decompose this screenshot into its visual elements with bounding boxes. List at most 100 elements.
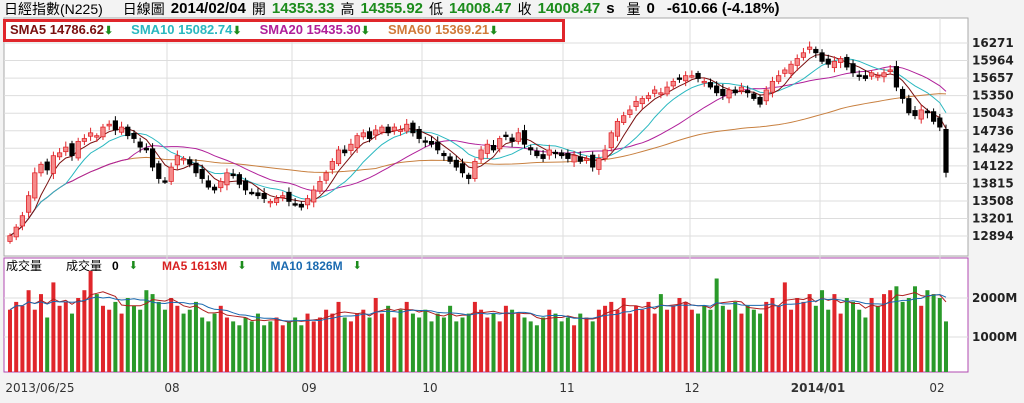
volume-bar	[187, 309, 192, 372]
candle-body	[751, 93, 757, 99]
candle-body	[745, 90, 751, 94]
candle-body	[261, 193, 267, 199]
candle-body	[552, 151, 559, 155]
volume-bar	[596, 309, 601, 372]
volume-tick-label: 1000M	[972, 330, 1017, 344]
volume-bar	[200, 317, 205, 372]
quote-header: 日經指數(N225) 日線圖 2014/02/04 開 14353.33 高 143…	[4, 0, 779, 18]
low-value: 14008.47	[449, 0, 512, 17]
volume-bar	[801, 301, 806, 372]
volume-bar	[745, 305, 750, 372]
index-name: 日經指數(N225)	[4, 1, 103, 17]
open-label: 開	[251, 1, 266, 17]
volume-bar	[255, 313, 260, 372]
candle-body	[596, 158, 602, 170]
candle-body	[100, 126, 106, 138]
candle-body	[565, 152, 571, 159]
volume-bar	[590, 321, 595, 372]
volume-bar	[813, 305, 818, 372]
candle-body	[218, 180, 224, 189]
volume-bar	[392, 317, 397, 372]
quote-date: 2014/02/04	[170, 0, 246, 17]
volume-bar	[795, 298, 800, 372]
candle-body	[56, 152, 63, 158]
volume-bar	[299, 325, 304, 372]
sma5-line	[9, 53, 947, 237]
candle-body	[639, 98, 645, 105]
volume-bar	[919, 305, 924, 372]
volume-bar	[559, 321, 564, 372]
sma20-legend: SMA20 15435.30⬇	[259, 22, 370, 37]
volume-bar	[652, 313, 657, 372]
x-tick-label: 10	[422, 381, 437, 395]
volume-bar	[789, 309, 794, 372]
candle-body	[794, 58, 800, 66]
candle-body	[342, 149, 348, 154]
x-tick-label: 02	[929, 381, 944, 395]
candle-body	[924, 110, 931, 114]
candle-body	[44, 161, 50, 171]
volume-bar	[206, 321, 211, 372]
candle-body	[732, 89, 738, 94]
candle-body	[689, 75, 695, 78]
volume-bar	[355, 313, 360, 372]
volume-bar	[510, 309, 515, 372]
sma5-legend: SMA5 14786.62⬇	[10, 22, 114, 37]
sma60-line	[9, 93, 947, 237]
volume-bar	[460, 317, 465, 372]
candle-body	[627, 109, 633, 115]
volume-bar	[348, 321, 353, 372]
candle-body	[106, 123, 112, 127]
arrow-down-icon: ⬇	[360, 25, 370, 37]
candle-body	[7, 235, 13, 242]
candle-body	[577, 156, 583, 162]
candle-body	[304, 198, 311, 206]
candle-body	[422, 140, 428, 143]
candle-body	[435, 141, 441, 151]
volume-bar	[900, 301, 905, 372]
vma5-legend: MA5 1613M	[161, 259, 228, 273]
volume-bar	[20, 305, 25, 372]
vma10-legend: MA10 1826M	[270, 259, 343, 273]
volume-bar	[764, 301, 769, 372]
volume-bar	[665, 309, 670, 372]
candle-body	[267, 201, 273, 204]
volume-bar	[503, 305, 508, 372]
volume-bar	[720, 305, 725, 372]
sma20-line	[9, 66, 947, 237]
volume-bar	[572, 325, 577, 372]
candle-body	[410, 122, 416, 134]
candle-body	[800, 52, 807, 58]
volume-value: 0	[646, 0, 655, 17]
candle-body	[162, 180, 168, 183]
volume-ma10-line	[9, 293, 947, 322]
volume-bar	[627, 313, 632, 372]
volume-bar	[293, 317, 298, 372]
volume-bar	[689, 309, 694, 372]
y-tick-label: 15964	[972, 54, 1014, 68]
volume-bar	[212, 313, 217, 372]
candle-body	[230, 173, 236, 177]
volume-bar	[131, 305, 136, 372]
volume-bar	[906, 298, 911, 372]
candle-body	[887, 69, 893, 73]
volume-bar	[32, 309, 37, 372]
volume-bar	[125, 298, 130, 372]
candle-body	[13, 226, 19, 238]
y-tick-label: 16271	[972, 36, 1014, 50]
candle-body	[441, 152, 447, 157]
candle-body	[323, 172, 329, 181]
candle-body	[94, 135, 100, 138]
volume-bar	[640, 309, 645, 372]
candle-body	[503, 134, 509, 137]
high-label: 高	[340, 1, 355, 17]
candle-body	[453, 159, 459, 168]
candle-body	[255, 192, 261, 197]
candle-body	[348, 143, 354, 151]
volume-bar	[863, 317, 868, 372]
volume-bar	[727, 309, 732, 372]
candle-body	[317, 180, 323, 192]
candle-body	[199, 168, 205, 179]
volume-bar	[386, 305, 391, 372]
candle-body	[211, 186, 218, 191]
